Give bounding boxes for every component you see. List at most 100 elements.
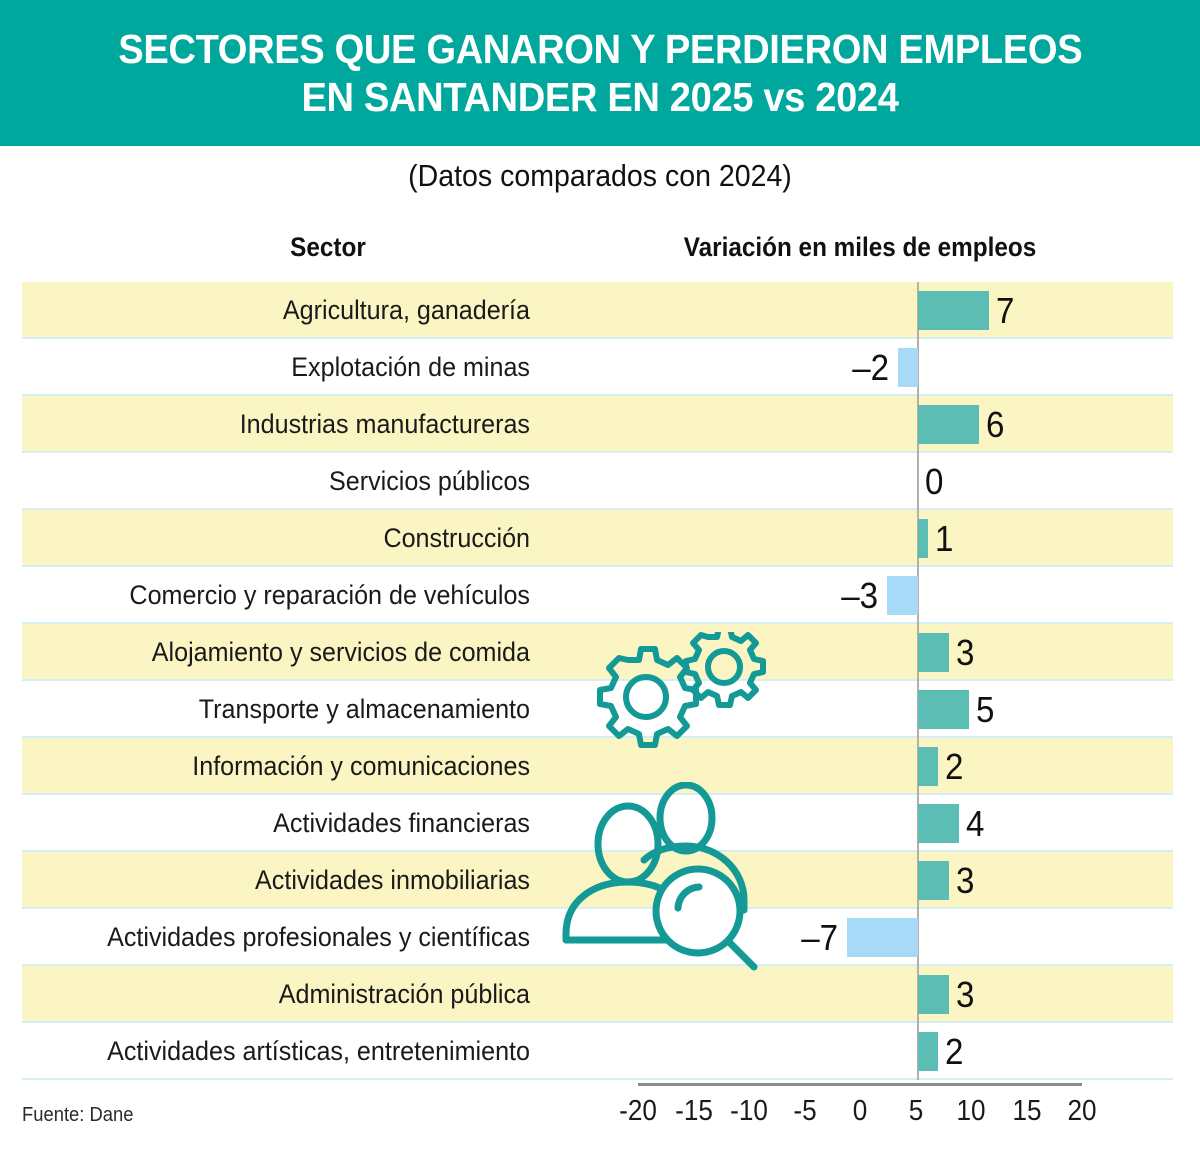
bar-value-label: 3 bbox=[955, 632, 975, 673]
row-separator bbox=[22, 793, 1173, 795]
bar-positive bbox=[918, 804, 959, 843]
zero-axis-segment bbox=[917, 339, 919, 396]
bar-value-label: 4 bbox=[965, 803, 985, 844]
bar-positive bbox=[918, 405, 980, 444]
chart-row: Actividades artísticas, entretenimiento 2 bbox=[0, 1023, 1200, 1080]
chart-row: Transporte y almacenamiento 5 bbox=[0, 681, 1200, 738]
chart-row: Industrias manufactureras 6 bbox=[0, 396, 1200, 453]
row-separator bbox=[22, 1078, 1173, 1080]
column-header-variation: Variación en miles de empleos bbox=[683, 232, 1037, 262]
row-separator bbox=[22, 508, 1173, 510]
x-axis-tick-label: 0 bbox=[852, 1095, 868, 1127]
zero-axis-segment bbox=[917, 453, 919, 510]
row-plot-area: 0 bbox=[0, 453, 1200, 510]
x-axis-tick-label: -20 bbox=[619, 1095, 657, 1127]
bar-negative bbox=[897, 348, 918, 387]
row-separator bbox=[22, 337, 1173, 339]
row-plot-area: –3 bbox=[0, 567, 1200, 624]
column-header-sector: Sector bbox=[290, 232, 366, 262]
subtitle: (Datos comparados con 2024) bbox=[408, 158, 792, 193]
chart-row: Actividades profesionales y científicas –… bbox=[0, 909, 1200, 966]
bar-value-label: 6 bbox=[986, 404, 1005, 445]
chart-row: Información y comunicaciones 2 bbox=[0, 738, 1200, 795]
sector-label: Servicios públicos bbox=[329, 466, 530, 496]
row-plot-area: 2 bbox=[0, 738, 1200, 795]
bar-value-label: –7 bbox=[800, 917, 838, 958]
row-plot-area: 5 bbox=[0, 681, 1200, 738]
bar-value-label: –2 bbox=[851, 347, 889, 388]
bar-positive bbox=[918, 519, 929, 558]
bar-negative bbox=[887, 576, 918, 615]
sector-label: Alojamiento y servicios de comida bbox=[151, 637, 530, 667]
row-plot-area: 3 bbox=[0, 966, 1200, 1023]
chart-rows: Agricultura, ganadería 7 Explotación de mi… bbox=[0, 282, 1200, 1080]
row-plot-area: 4 bbox=[0, 795, 1200, 852]
zero-axis-segment bbox=[917, 567, 919, 624]
chart-row: Servicios públicos 0 bbox=[0, 453, 1200, 510]
bar-positive bbox=[918, 690, 969, 729]
bar-value-label: 0 bbox=[925, 461, 944, 502]
bar-positive bbox=[918, 861, 949, 900]
row-plot-area: 1 bbox=[0, 510, 1200, 567]
row-background bbox=[22, 966, 1173, 1023]
bar-positive bbox=[918, 747, 939, 786]
row-plot-area: –2 bbox=[0, 339, 1200, 396]
row-plot-area: 3 bbox=[0, 624, 1200, 681]
sector-label: Construcción bbox=[383, 523, 530, 553]
row-separator bbox=[22, 451, 1173, 453]
bar-value-label: 3 bbox=[955, 860, 975, 901]
sector-label: Agricultura, ganadería bbox=[282, 295, 530, 325]
chart-row: Administración pública 3 bbox=[0, 966, 1200, 1023]
row-separator bbox=[22, 394, 1173, 396]
x-axis-ticks: -20 -15 -10 -5 0 5 10 15 20 bbox=[619, 1095, 1096, 1135]
bar-value-label: 1 bbox=[935, 518, 954, 559]
row-plot-area: 7 bbox=[0, 282, 1200, 339]
sector-label: Industrias manufactureras bbox=[239, 409, 530, 439]
sector-label: Información y comunicaciones bbox=[192, 751, 530, 781]
chart-row: Actividades inmobiliarias 3 bbox=[0, 852, 1200, 909]
x-axis-tick-label: 15 bbox=[1011, 1095, 1042, 1127]
title-line-1: SECTORES QUE GANARON Y PERDIERON EMPLEOS bbox=[118, 25, 1082, 72]
bar-positive bbox=[918, 633, 949, 672]
row-plot-area: –7 bbox=[0, 909, 1200, 966]
row-plot-area: 6 bbox=[0, 396, 1200, 453]
bar-value-label: 2 bbox=[945, 746, 964, 787]
row-separator bbox=[22, 622, 1173, 624]
chart-row: Construcción 1 bbox=[0, 510, 1200, 567]
x-axis-tick-label: 20 bbox=[1067, 1095, 1097, 1127]
title-line-2: EN SANTANDER EN 2025 vs 2024 bbox=[301, 74, 899, 120]
chart-row: Comercio y reparación de vehículos –3 bbox=[0, 567, 1200, 624]
row-separator bbox=[22, 1021, 1173, 1023]
sector-label: Explotación de minas bbox=[291, 352, 530, 382]
bar-value-label: 7 bbox=[996, 290, 1015, 331]
row-separator bbox=[22, 964, 1173, 966]
x-axis-tick-label: -15 bbox=[674, 1095, 713, 1127]
row-plot-area: 2 bbox=[0, 1023, 1200, 1080]
sector-label: Administración pública bbox=[278, 979, 530, 1009]
sector-label: Actividades financieras bbox=[273, 808, 530, 838]
bar-positive bbox=[918, 291, 990, 330]
bar-value-label: 2 bbox=[945, 1031, 964, 1072]
bar-negative bbox=[846, 918, 918, 957]
bar-value-label: 5 bbox=[976, 689, 995, 730]
bar-positive bbox=[918, 1032, 939, 1071]
bar-value-label: 3 bbox=[955, 974, 975, 1015]
row-background bbox=[22, 396, 1173, 453]
sector-label: Transporte y almacenamiento bbox=[198, 694, 530, 724]
x-axis-line bbox=[638, 1083, 1082, 1086]
chart-row: Agricultura, ganadería 7 bbox=[0, 282, 1200, 339]
sector-label: Actividades profesionales y científicas bbox=[107, 922, 530, 952]
sector-label: Actividades inmobiliarias bbox=[255, 865, 530, 895]
x-axis-tick-label: 10 bbox=[956, 1095, 986, 1127]
sector-label: Actividades artísticas, entretenimiento bbox=[107, 1036, 530, 1066]
x-axis-tick-label: -5 bbox=[792, 1095, 817, 1127]
title-banner: SECTORES QUE GANARON Y PERDIERON EMPLEOS… bbox=[0, 0, 1200, 146]
bar-value-label: –3 bbox=[841, 575, 879, 616]
row-separator bbox=[22, 565, 1173, 567]
chart-row: Alojamiento y servicios de comida 3 bbox=[0, 624, 1200, 681]
bar-positive bbox=[918, 975, 949, 1014]
x-axis-tick-label: 5 bbox=[908, 1095, 923, 1127]
source-note: Fuente: Dane bbox=[22, 1104, 134, 1126]
chart-row: Actividades financieras 4 bbox=[0, 795, 1200, 852]
sector-label: Comercio y reparación de vehículos bbox=[129, 580, 530, 610]
